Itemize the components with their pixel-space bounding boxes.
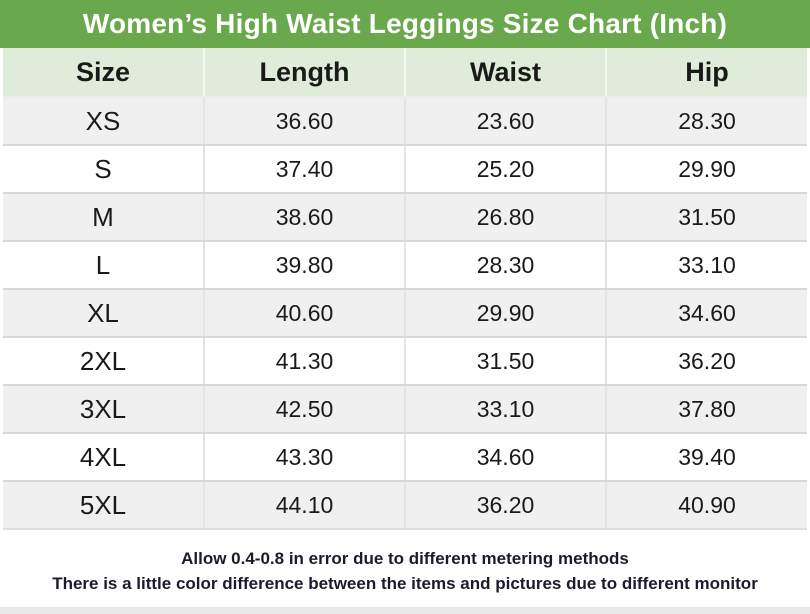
value-cell: 28.30 — [606, 97, 807, 146]
value-cell: 33.10 — [405, 385, 607, 434]
value-cell: 25.20 — [405, 145, 607, 194]
value-cell: 36.60 — [204, 97, 406, 146]
size-cell: S — [3, 145, 205, 194]
value-cell: 28.30 — [405, 241, 607, 290]
value-cell: 40.60 — [204, 289, 406, 338]
table-row: XS 36.60 23.60 28.30 — [3, 97, 807, 146]
value-cell: 29.90 — [606, 145, 807, 194]
column-header-length: Length — [204, 48, 406, 98]
value-cell: 36.20 — [405, 481, 607, 530]
value-cell: 38.60 — [204, 193, 406, 242]
value-cell: 31.50 — [606, 193, 807, 242]
table-body: XS 36.60 23.60 28.30 S 37.40 25.20 29.90 M 38.60 2… — [3, 97, 807, 530]
size-cell: M — [3, 193, 205, 242]
value-cell: 34.60 — [606, 289, 807, 338]
value-cell: 40.90 — [606, 481, 807, 530]
table-row: 5XL 44.10 36.20 40.90 — [3, 481, 807, 530]
size-cell: XS — [3, 97, 205, 146]
value-cell: 23.60 — [405, 97, 607, 146]
value-cell: 44.10 — [204, 481, 406, 530]
table-row: M 38.60 26.80 31.50 — [3, 193, 807, 242]
column-header-size: Size — [3, 48, 205, 98]
value-cell: 31.50 — [405, 337, 607, 386]
value-cell: 37.80 — [606, 385, 807, 434]
footer-note-color: There is a little color difference betwe… — [52, 574, 758, 593]
value-cell: 42.50 — [204, 385, 406, 434]
size-cell: 2XL — [3, 337, 205, 386]
bottom-strip — [0, 607, 810, 614]
page-title: Women’s High Waist Leggings Size Chart (… — [82, 8, 728, 39]
value-cell: 43.30 — [204, 433, 406, 482]
value-cell: 41.30 — [204, 337, 406, 386]
title-bar: Women’s High Waist Leggings Size Chart (… — [0, 0, 810, 48]
value-cell: 29.90 — [405, 289, 607, 338]
table-row: 3XL 42.50 33.10 37.80 — [3, 385, 807, 434]
table-header: Size Length Waist Hip — [3, 48, 807, 98]
value-cell: 37.40 — [204, 145, 406, 194]
table-row: XL 40.60 29.90 34.60 — [3, 289, 807, 338]
value-cell: 36.20 — [606, 337, 807, 386]
size-cell: XL — [3, 289, 205, 338]
table-row: S 37.40 25.20 29.90 — [3, 145, 807, 194]
size-cell: L — [3, 241, 205, 290]
table-row: 4XL 43.30 34.60 39.40 — [3, 433, 807, 482]
size-chart-table: Size Length Waist Hip XS 36.60 23.60 28.30 S… — [3, 48, 807, 530]
size-cell: 3XL — [3, 385, 205, 434]
value-cell: 33.10 — [606, 241, 807, 290]
size-cell: 5XL — [3, 481, 205, 530]
header-row: Size Length Waist Hip — [3, 48, 807, 98]
footer-note-metering: Allow 0.4-0.8 in error due to different … — [181, 549, 629, 568]
value-cell: 39.80 — [204, 241, 406, 290]
table-row: 2XL 41.30 31.50 36.20 — [3, 337, 807, 386]
value-cell: 39.40 — [606, 433, 807, 482]
column-header-hip: Hip — [606, 48, 807, 98]
value-cell: 34.60 — [405, 433, 607, 482]
size-chart-table-wrap: Size Length Waist Hip XS 36.60 23.60 28.30 S… — [0, 48, 810, 530]
size-cell: 4XL — [3, 433, 205, 482]
column-header-waist: Waist — [405, 48, 607, 98]
value-cell: 26.80 — [405, 193, 607, 242]
table-row: L 39.80 28.30 33.10 — [3, 241, 807, 290]
footer-notes: Allow 0.4-0.8 in error due to different … — [0, 530, 810, 607]
